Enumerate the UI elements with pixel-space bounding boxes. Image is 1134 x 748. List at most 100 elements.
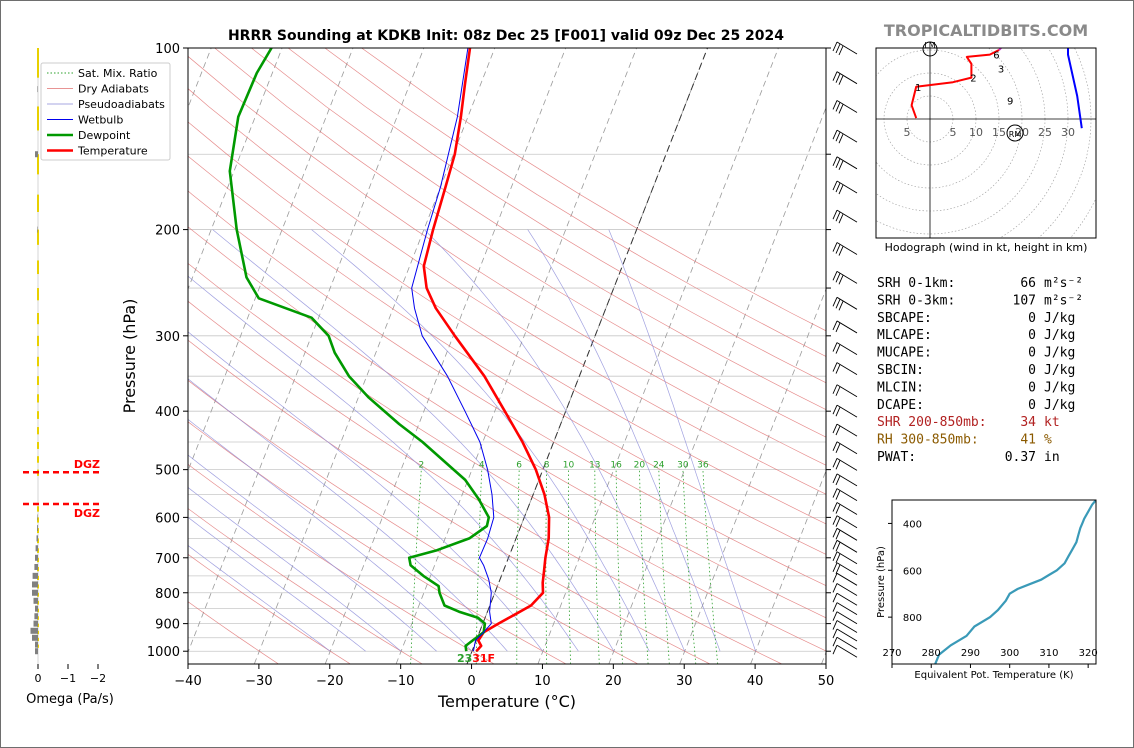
omega-bar	[30, 627, 38, 634]
dry-adiabat	[188, 88, 826, 495]
mixing-ratio-label: 20	[634, 461, 646, 471]
omega-bar	[36, 535, 38, 542]
surface-dewpoint-label: 23	[457, 652, 472, 665]
wind-barb-flag	[835, 443, 841, 453]
moist-adiabat	[188, 487, 402, 652]
hodo-height-label: 1	[915, 83, 921, 94]
mixing-ratio-label: 8	[544, 461, 550, 471]
theta-e-x-label: 270	[882, 648, 901, 659]
mixing-ratio-label: 2	[418, 461, 424, 471]
omega-bar	[37, 86, 38, 93]
dry-adiabat	[188, 121, 826, 525]
dry-adiabat	[188, 226, 826, 619]
wind-barb-flag	[832, 573, 838, 583]
wind-barb-flag	[832, 515, 838, 525]
omega-bar	[35, 554, 38, 561]
wind-barb-flag	[835, 517, 841, 527]
dry-adiabat	[287, 48, 826, 384]
wind-barb-flag	[835, 553, 841, 563]
legend-label: Pseudoadiabats	[78, 98, 165, 111]
index-value: 66	[1020, 276, 1036, 291]
mixing-ratio-line	[682, 469, 697, 664]
omega-bar	[33, 620, 38, 627]
isotherm-line	[188, 48, 425, 654]
isotherm-line	[821, 651, 826, 664]
moist-adiabat	[527, 229, 721, 652]
omega-bar	[32, 581, 38, 588]
wind-barb-flag	[835, 475, 841, 486]
index-label: SHR 200-850mb:	[877, 415, 987, 430]
mixing-ratio-line	[702, 469, 719, 664]
index-unit: m²s⁻²	[1044, 293, 1083, 308]
dry-adiabat	[188, 463, 495, 664]
hodo-ring-label: 5	[904, 126, 911, 139]
hodo-ring-label: 30	[1061, 126, 1075, 139]
wind-barb-shaft	[836, 539, 858, 553]
left-mover-label: LM	[924, 41, 935, 50]
mixing-ratio-label: 4	[479, 461, 485, 471]
moist-adiabat	[188, 418, 473, 652]
omega-axis-label: Omega (Pa/s)	[26, 692, 114, 707]
index-value: 0	[1028, 363, 1036, 378]
theta-e-line	[934, 500, 1096, 664]
index-label: DCAPE:	[877, 398, 924, 413]
series-temperature-line	[422, 48, 551, 653]
wind-barb-flag	[838, 301, 844, 311]
omega-bar	[37, 514, 38, 521]
omega-bar	[35, 605, 38, 612]
index-value: 0	[1028, 380, 1036, 395]
dry-adiabat	[188, 300, 782, 664]
hodograph-area	[876, 48, 1096, 238]
hodo-ring-label: 25	[1038, 126, 1052, 139]
wind-barb-flag	[835, 490, 841, 500]
mixing-ratio-label: 24	[653, 461, 665, 471]
wind-barb-flag	[832, 156, 838, 166]
omega-bar	[35, 545, 38, 552]
wind-barb-flag	[832, 488, 838, 498]
legend-label: Temperature	[77, 145, 148, 158]
wind-barb-shaft	[836, 384, 858, 398]
wind-barb-flag	[832, 384, 838, 394]
omega-tick-label: −1	[60, 672, 76, 685]
y-tick-label: 400	[155, 405, 180, 420]
wind-barb-shaft	[836, 242, 858, 255]
x-tick-label: 0	[467, 674, 475, 689]
wind-barb-flag	[832, 404, 838, 415]
mixing-ratio-line	[615, 469, 623, 664]
watermark: TROPICALTIDBITS.COM	[884, 21, 1088, 40]
dry-adiabat	[188, 339, 711, 664]
wind-barb-flag	[835, 344, 841, 354]
wind-barb-flag	[832, 71, 838, 81]
wind-barb-shaft	[836, 592, 858, 606]
hodo-height-label: 9	[1007, 97, 1013, 108]
isotherm-line	[188, 48, 354, 472]
wind-barb-shaft	[836, 320, 858, 334]
wind-barb-shaft	[836, 488, 858, 501]
wind-barb-shaft	[836, 473, 858, 487]
index-label: MUCAPE:	[877, 346, 932, 361]
index-unit: J/kg	[1044, 311, 1075, 326]
wind-barb-flag	[832, 209, 838, 220]
wind-barb-flag	[832, 628, 838, 639]
index-value: 41	[1020, 433, 1036, 448]
moist-adiabat	[188, 454, 437, 652]
wind-barb-shaft	[836, 620, 858, 633]
index-label: SBCAPE:	[877, 311, 932, 326]
y-tick-label: 100	[155, 42, 180, 57]
mixing-ratio-label: 36	[697, 461, 709, 471]
y-tick-label: 600	[155, 511, 180, 526]
wind-barb-flag	[838, 160, 844, 170]
omega-bar	[32, 589, 38, 596]
index-value: 0	[1028, 328, 1036, 343]
y-tick-label: 500	[155, 464, 180, 479]
theta-e-x-label: 290	[961, 648, 980, 659]
wind-barb-shaft	[836, 562, 858, 576]
theta-e-x-label: 310	[1039, 648, 1058, 659]
moist-adiabat	[424, 229, 686, 652]
wind-barb-flag	[835, 542, 841, 552]
moist-adiabat	[212, 229, 615, 652]
legend-label: Dewpoint	[78, 129, 131, 142]
hodo-ring-label: 20	[1015, 126, 1029, 139]
index-value: 34	[1020, 415, 1036, 430]
